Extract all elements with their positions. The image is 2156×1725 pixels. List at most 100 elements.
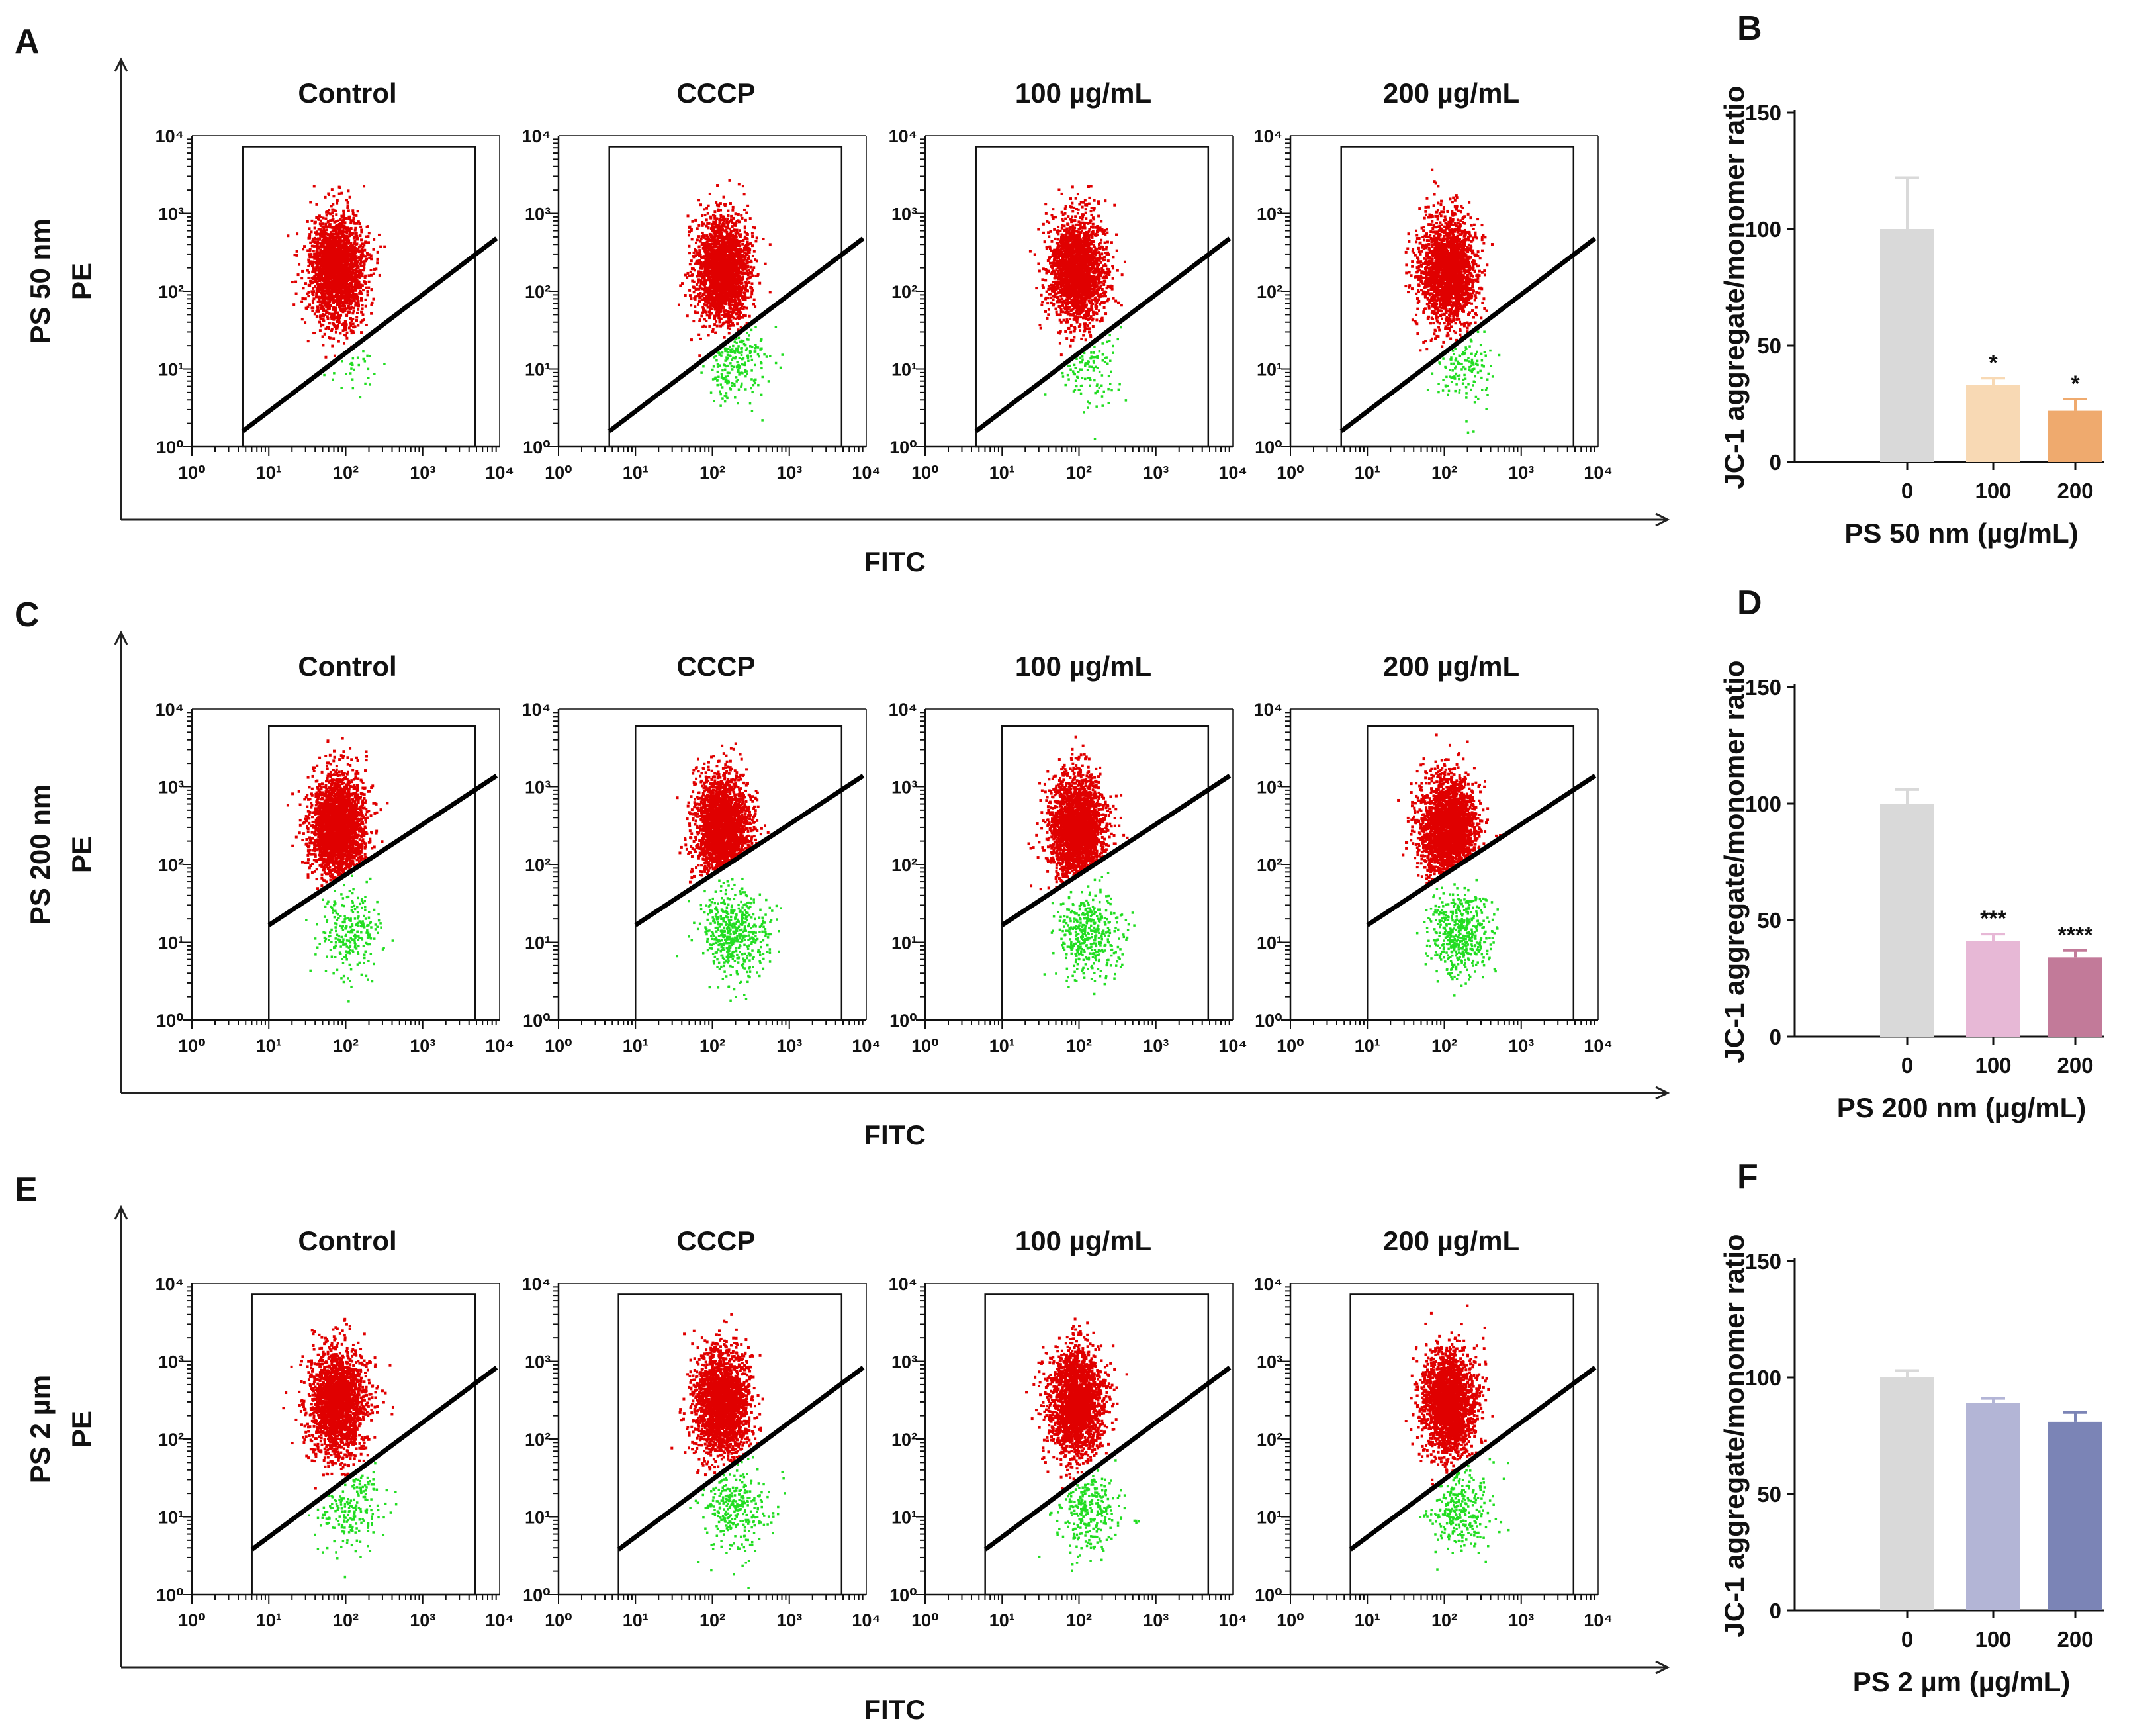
bar: [2048, 957, 2102, 1037]
x-tick-label: 10²: [1066, 463, 1092, 483]
x-tick-label: 10⁰: [545, 1036, 572, 1056]
x-tick-label: 10³: [1508, 463, 1534, 483]
x-tick-label: 10³: [1508, 1036, 1534, 1056]
y-tick-label: 10³: [525, 778, 551, 798]
scatter-dots: [676, 742, 782, 1002]
flow-plot: 100 µg/mL 10⁰ 10⁰ 10¹ 10¹ 10² 10² 10³ 10³ 10⁴ 10⁴: [889, 77, 1247, 483]
significance-marker: *: [1989, 350, 1998, 375]
outer-x-arrow-icon: [1655, 512, 1670, 527]
scatter-dots: [1025, 1317, 1140, 1572]
y-tick-label: 10¹: [158, 1508, 184, 1528]
y-tick-label: 10²: [1257, 1430, 1282, 1450]
x-tick-label: 10⁴: [1218, 463, 1247, 483]
flow-plot: 100 µg/mL 10⁰ 10⁰ 10¹ 10¹ 10² 10² 10³ 10³ 10⁴ 10⁴: [889, 1225, 1247, 1630]
panel-letter-A: A: [15, 23, 40, 61]
significance-marker: ****: [2058, 923, 2094, 948]
x-tick-label: 10²: [333, 463, 359, 483]
condition-title: 200 µg/mL: [1383, 77, 1519, 109]
scatter-dots: [677, 179, 784, 422]
x-tick-label: 10²: [699, 1610, 725, 1630]
x-tick-label: 10⁴: [1218, 1610, 1247, 1630]
gate-box: [251, 1293, 476, 1596]
bar-x-tick-label: 0: [1901, 1053, 1913, 1078]
y-tick-label: 10¹: [891, 933, 917, 953]
outer-y-arrow-icon: [114, 630, 128, 645]
x-tick-label: 10⁴: [485, 1610, 514, 1630]
x-tick-label: 10¹: [1355, 1036, 1380, 1056]
x-tick-label: 10⁰: [545, 1610, 572, 1630]
bar-y-axis-title: JC-1 aggregate/monomer ratio: [1719, 660, 1750, 1063]
x-tick-label: 10⁴: [485, 1036, 514, 1056]
y-tick-label: 10¹: [1257, 933, 1282, 953]
bar-y-tick-label: 100: [1745, 1366, 1781, 1390]
y-tick-label: 10⁰: [523, 1011, 551, 1031]
condition-title: CCCP: [676, 1225, 755, 1256]
bar-y-axis-title: JC-1 aggregate/monomer ratio: [1719, 1234, 1750, 1637]
y-axis-title-pe: PE: [66, 1411, 97, 1448]
y-tick-label: 10⁴: [1254, 126, 1282, 146]
row-label: PS 200 nm: [24, 784, 56, 925]
x-tick-label: 10⁴: [852, 463, 880, 483]
bar-y-tick-label: 100: [1745, 217, 1781, 242]
y-tick-label: 10⁴: [889, 126, 917, 146]
gate-diagonal-line: [1349, 1366, 1597, 1552]
significance-marker: ***: [1980, 906, 2006, 931]
x-tick-label: 10⁴: [1584, 463, 1612, 483]
y-tick-label: 10⁴: [1254, 700, 1282, 720]
condition-title: 200 µg/mL: [1383, 1225, 1519, 1256]
x-tick-label: 10¹: [989, 1036, 1015, 1056]
panel-letter-D: D: [1737, 584, 1762, 622]
y-tick-label: 10⁰: [156, 438, 184, 457]
x-tick-label: 10⁰: [178, 1036, 206, 1056]
y-tick-label: 10¹: [1257, 1508, 1282, 1528]
y-tick-label: 10²: [158, 1430, 184, 1450]
y-tick-label: 10³: [1257, 778, 1282, 798]
bar-x-axis-title: PS 50 nm (µg/mL): [1844, 518, 2078, 549]
y-tick-label: 10¹: [525, 360, 551, 380]
y-tick-label: 10⁰: [1255, 1585, 1282, 1605]
condition-title: Control: [298, 1225, 396, 1256]
bar-y-tick-label: 0: [1770, 450, 1781, 475]
gate-box: [635, 725, 843, 1021]
y-tick-label: 10³: [1257, 1352, 1282, 1372]
bar-x-tick-label: 200: [2057, 1053, 2093, 1078]
y-tick-label: 10³: [891, 205, 917, 224]
flow-row-3: EPS 2 µm PEFITCControl10⁰10⁰10¹10¹10²10²1…: [15, 1170, 1670, 1725]
y-tick-label: 10²: [891, 282, 917, 302]
y-tick-label: 10⁴: [156, 126, 184, 146]
y-tick-label: 10⁴: [889, 1274, 917, 1294]
bar: [1966, 941, 2020, 1037]
x-tick-label: 10²: [1066, 1610, 1092, 1630]
significance-marker: *: [2071, 371, 2080, 396]
x-tick-label: 10³: [776, 463, 802, 483]
y-tick-label: 10³: [891, 778, 917, 798]
bar-y-tick-label: 50: [1757, 334, 1781, 358]
scatter-dots: [287, 185, 386, 399]
y-axis-title-pe: PE: [66, 263, 97, 300]
bar: [1966, 385, 2020, 462]
x-tick-label: 10⁰: [911, 1610, 939, 1630]
condition-title: Control: [298, 77, 396, 109]
y-tick-label: 10¹: [158, 360, 184, 380]
y-tick-label: 10⁰: [523, 1585, 551, 1605]
y-tick-label: 10¹: [525, 933, 551, 953]
scatter-dots: [282, 1317, 398, 1579]
flow-plot: CCCP 10⁰ 10⁰ 10¹ 10¹ 10² 10² 10³ 10³ 10⁴ 10⁴: [522, 77, 881, 483]
x-tick-label: 10⁴: [1218, 1036, 1247, 1056]
x-tick-label: 10¹: [256, 463, 282, 483]
scatter-dots: [1397, 733, 1502, 997]
x-axis-title-fitc: FITC: [864, 546, 925, 577]
x-tick-label: 10²: [699, 1036, 725, 1056]
x-tick-label: 10²: [1431, 463, 1457, 483]
bar-x-tick-label: 100: [1975, 1627, 2011, 1652]
flow-plot: Control 10⁰ 10⁰ 10¹ 10¹ 10² 10² 10³ 10³ 10⁴ 10⁴: [156, 651, 514, 1056]
outer-x-arrow-icon: [1655, 1660, 1670, 1675]
x-tick-label: 10³: [410, 1036, 435, 1056]
scatter-dots: [286, 737, 394, 1003]
y-tick-label: 10²: [525, 282, 551, 302]
bar-x-tick-label: 100: [1975, 479, 2011, 503]
condition-title: 100 µg/mL: [1015, 1225, 1151, 1256]
y-tick-label: 10¹: [1257, 360, 1282, 380]
